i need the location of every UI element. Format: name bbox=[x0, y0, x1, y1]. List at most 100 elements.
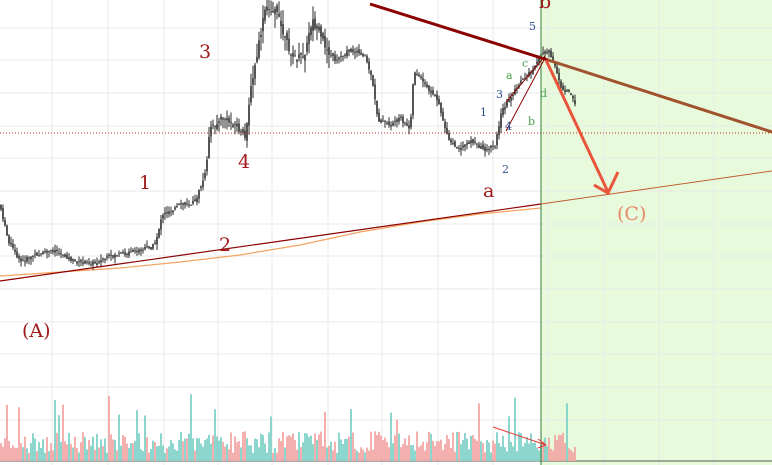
candle-body bbox=[300, 52, 302, 55]
candle-body bbox=[28, 257, 30, 259]
candle-body bbox=[388, 121, 390, 126]
candle-body bbox=[134, 250, 136, 252]
volume-bar bbox=[254, 438, 256, 461]
candle-body bbox=[52, 250, 54, 252]
volume-bar bbox=[116, 450, 118, 461]
candle-body bbox=[556, 66, 558, 74]
candle-body bbox=[348, 49, 350, 52]
candle-body bbox=[296, 59, 298, 62]
volume-bar bbox=[82, 432, 84, 461]
volume-bar bbox=[418, 446, 420, 461]
volume-bar bbox=[20, 443, 22, 461]
volume-bar bbox=[460, 444, 462, 461]
volume-bar bbox=[192, 438, 194, 461]
volume-bar bbox=[548, 437, 550, 461]
candle-body bbox=[290, 54, 292, 56]
candle-body bbox=[6, 225, 8, 236]
volume-bar bbox=[502, 435, 504, 461]
wave-label-1: 1 bbox=[139, 172, 151, 194]
candle-body bbox=[298, 54, 300, 59]
volume-bar bbox=[110, 434, 112, 461]
volume-bar bbox=[280, 441, 282, 461]
volume-bar bbox=[62, 404, 64, 461]
volume-bar bbox=[424, 450, 426, 461]
volume-bar bbox=[304, 433, 306, 461]
candle-body bbox=[552, 56, 554, 62]
volume-bar bbox=[28, 452, 30, 461]
candle-body bbox=[158, 228, 160, 238]
candle-body bbox=[210, 126, 212, 137]
candle-body bbox=[222, 118, 224, 120]
volume-bar bbox=[12, 445, 14, 461]
candle-body bbox=[212, 124, 214, 126]
volume-bar bbox=[552, 450, 554, 461]
volume-bar bbox=[384, 437, 386, 461]
candle-body bbox=[50, 249, 52, 251]
candle-body bbox=[66, 254, 68, 259]
volume-bar bbox=[410, 445, 412, 461]
candle-body bbox=[112, 255, 114, 258]
candle-body bbox=[450, 139, 452, 143]
candle-body bbox=[70, 257, 72, 261]
volume-bar bbox=[58, 415, 60, 461]
volume-bar bbox=[164, 453, 166, 461]
volume-bar bbox=[266, 452, 268, 461]
volume-bar bbox=[118, 414, 120, 461]
volume-bar bbox=[92, 436, 94, 461]
volume-bar bbox=[550, 448, 552, 461]
candle-body bbox=[34, 253, 36, 255]
candle-body bbox=[262, 18, 264, 32]
volume-bar bbox=[492, 440, 494, 461]
volume-bar bbox=[260, 433, 262, 461]
volume-bar bbox=[488, 442, 490, 461]
candle-body bbox=[398, 118, 400, 122]
volume-bar bbox=[358, 452, 360, 461]
candle-body bbox=[476, 143, 478, 145]
volume-bar bbox=[122, 435, 124, 461]
volume-bar bbox=[154, 442, 156, 461]
candle-body bbox=[182, 203, 184, 205]
volume-bar bbox=[74, 436, 76, 461]
candle-body bbox=[226, 118, 228, 121]
candle-body bbox=[538, 55, 540, 63]
candle-body bbox=[276, 5, 278, 12]
volume-bar bbox=[236, 442, 238, 461]
candle-body bbox=[494, 146, 496, 148]
volume-bar bbox=[526, 437, 528, 461]
candle-body bbox=[108, 255, 110, 256]
volume-bar bbox=[466, 438, 468, 461]
candle-body bbox=[478, 144, 480, 148]
candle-body bbox=[146, 246, 148, 248]
volume-bar bbox=[218, 440, 220, 461]
candle-body bbox=[20, 258, 22, 262]
volume-bar bbox=[438, 441, 440, 461]
volume-bar bbox=[420, 445, 422, 461]
candle-body bbox=[12, 243, 14, 248]
candle-body bbox=[40, 253, 42, 255]
candle-body bbox=[264, 9, 266, 21]
candle-body bbox=[546, 52, 548, 54]
volume-bar bbox=[176, 450, 178, 461]
candle-body bbox=[74, 259, 76, 262]
volume-bar bbox=[472, 434, 474, 461]
candle-body bbox=[428, 85, 430, 91]
candle-body bbox=[424, 82, 426, 85]
volume-bar bbox=[476, 440, 478, 461]
candle-body bbox=[318, 26, 320, 31]
candle-body bbox=[26, 257, 28, 262]
candle-body bbox=[366, 56, 368, 63]
candle-body bbox=[342, 55, 344, 57]
volume-bar bbox=[298, 432, 300, 461]
candle-body bbox=[48, 251, 50, 252]
wedge-upper-line bbox=[505, 55, 546, 103]
candle-body bbox=[80, 260, 82, 262]
projection-arrow-head bbox=[593, 171, 620, 196]
volume-bar bbox=[202, 446, 204, 461]
volume-bar bbox=[14, 447, 16, 461]
volume-bar bbox=[222, 441, 224, 461]
support-trendline-extension bbox=[540, 170, 772, 205]
candle-body bbox=[126, 254, 128, 255]
volume-bar bbox=[300, 447, 302, 461]
volume-bar bbox=[86, 449, 88, 461]
volume-bar bbox=[258, 447, 260, 461]
